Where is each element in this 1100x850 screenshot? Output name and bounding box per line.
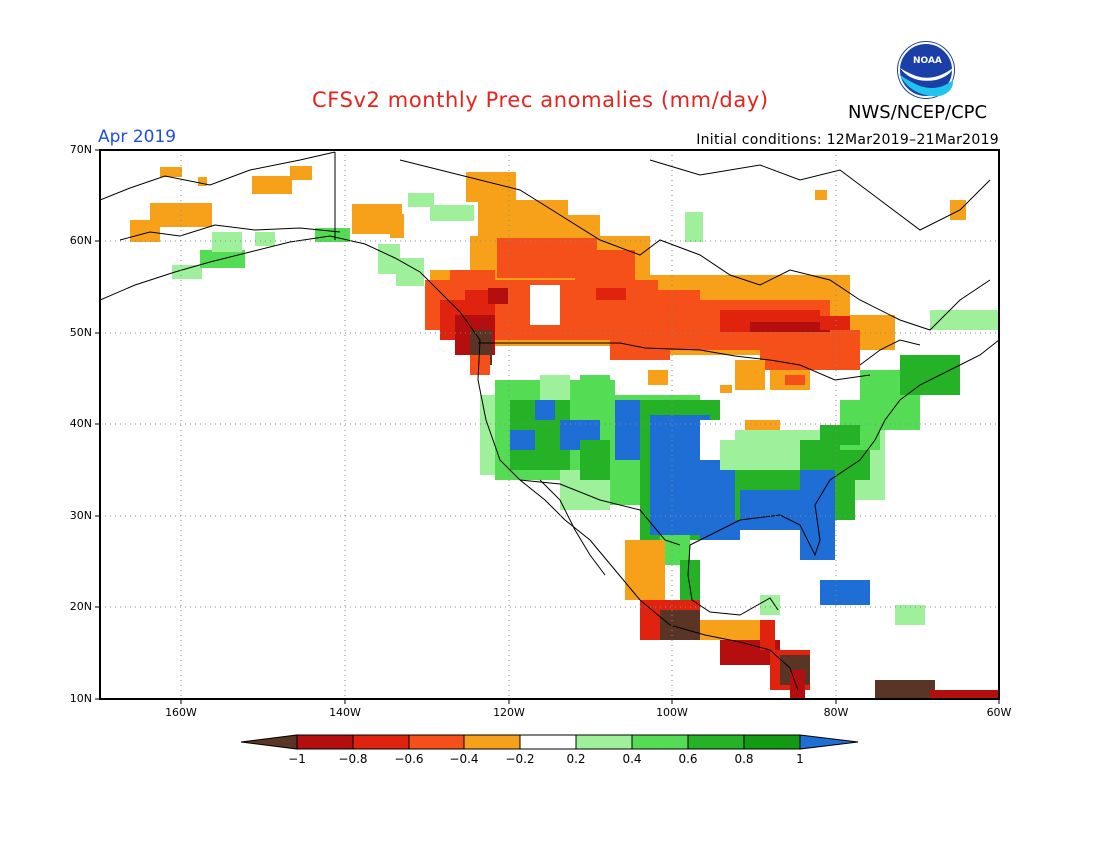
colorbar-tick-label: −0.8	[338, 752, 368, 766]
noaa-logo-icon: NOAA	[897, 41, 955, 99]
colorbar-tick-label: −0.6	[394, 752, 424, 766]
coastlines	[100, 151, 999, 691]
noaa-logo-text: NOAA	[913, 56, 942, 66]
colorbar-below-min	[240, 734, 298, 750]
lon-label: 80W	[823, 706, 849, 719]
lon-label: 60W	[986, 706, 1012, 719]
colorbar-tick-label: 1	[796, 752, 804, 766]
lat-label: 60N	[69, 234, 92, 247]
colorbar-above-max	[799, 734, 859, 750]
lat-label: 40N	[69, 417, 92, 430]
colorbar-tick-label: 0.4	[622, 752, 642, 766]
lon-label: 100W	[656, 706, 688, 719]
colorbar-tick-label: 0.2	[566, 752, 586, 766]
initial-conditions-label: Initial conditions: 12Mar2019–21Mar2019	[696, 132, 999, 148]
organization-label: NWS/NCEP/CPC	[848, 102, 988, 123]
colorbar	[240, 734, 859, 750]
lat-label: 20N	[69, 600, 92, 613]
lat-label: 70N	[69, 143, 92, 156]
lon-label: 160W	[165, 706, 197, 719]
colorbar-tick-label: 0.6	[678, 752, 698, 766]
axis-ticks	[95, 149, 1000, 704]
anomaly-field	[130, 166, 999, 699]
valid-month-label: Apr 2019	[98, 127, 177, 147]
colorbar-tick-label: −1	[288, 752, 306, 766]
lon-label: 120W	[493, 706, 525, 719]
colorbar-tick-label: −0.4	[449, 752, 479, 766]
lat-label: 50N	[69, 326, 92, 339]
lat-label: 30N	[69, 509, 92, 522]
colorbar-tick-label: −0.2	[505, 752, 535, 766]
lat-label: 10N	[69, 692, 92, 705]
colorbar-tick-label: 0.8	[734, 752, 754, 766]
lon-label: 140W	[329, 706, 361, 719]
map-title: CFSv2 monthly Prec anomalies (mm/day)	[312, 88, 769, 112]
